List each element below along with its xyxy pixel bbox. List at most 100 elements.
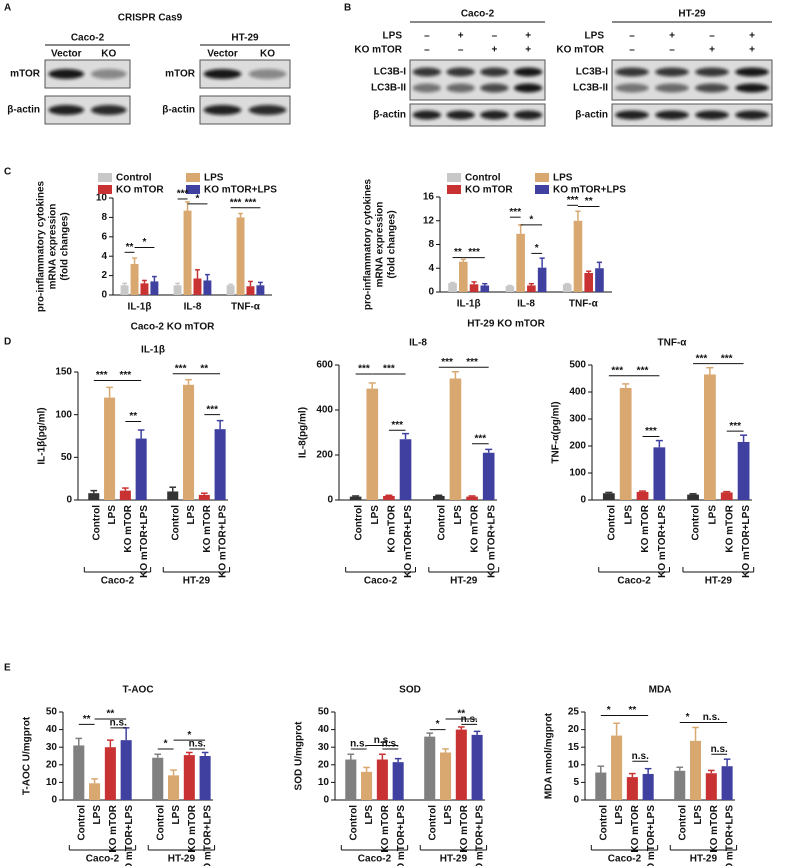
bar: [480, 285, 490, 292]
bar: [361, 771, 373, 800]
blot-band: [695, 110, 729, 120]
legend-label: LPS: [204, 173, 224, 184]
bar: [198, 494, 210, 500]
group-label: HT-29: [705, 576, 733, 587]
blot-band: [735, 83, 769, 93]
blot-band: [412, 83, 442, 93]
bar: [704, 374, 716, 500]
significance-label: ***: [391, 420, 403, 431]
x-tick-label: LPS: [171, 805, 182, 825]
y-tick-label: 25: [568, 707, 580, 718]
bar: [636, 491, 649, 500]
significance-label: ***: [120, 370, 132, 381]
bar: [653, 447, 666, 500]
x-tick-label: KO mTOR: [380, 804, 391, 852]
x-tick-label: LPS: [614, 805, 625, 825]
x-tick-label: Control: [436, 505, 447, 541]
y-tick-label: 12: [423, 215, 435, 226]
significance-label: ***: [468, 247, 480, 258]
significance-label: **: [200, 363, 208, 374]
y-axis-label: (fold changes): [387, 210, 398, 278]
bar: [469, 284, 479, 292]
y-axis-label: MDA nmol/mgprot: [544, 712, 555, 799]
x-tick-label: TNF-α: [569, 299, 599, 310]
significance-label: n.s.: [461, 714, 478, 725]
chart-title: TNF-α: [658, 338, 688, 349]
significance-label: ***: [383, 364, 395, 375]
panel-label: C: [4, 167, 11, 178]
y-axis-label: SOD U/mgprot: [294, 721, 305, 791]
x-tick-label: KO mTOR: [202, 504, 213, 552]
significance-label: n.s.: [632, 751, 649, 762]
bar: [120, 740, 132, 800]
bar: [383, 495, 395, 500]
x-tick-label: KO mTOR+LPS: [396, 805, 407, 866]
group-label: Caco-2: [86, 854, 120, 865]
x-tick-label: LPS: [623, 505, 634, 525]
bar: [458, 261, 468, 292]
significance-label: ***: [175, 363, 187, 374]
significance-label: **: [126, 242, 134, 253]
chart-title: T-AOC: [122, 685, 153, 696]
row-label: β-actin: [7, 105, 40, 116]
group-label: HT-29: [168, 854, 196, 865]
bar: [152, 757, 164, 800]
y-tick-label: 100: [569, 468, 586, 479]
x-tick-label: KO mTOR: [470, 504, 481, 552]
condition-label: KO mTOR: [354, 45, 402, 56]
x-tick-label: Control: [606, 505, 617, 541]
blot-band: [615, 83, 649, 93]
blot-band: [655, 83, 689, 93]
legend-swatch: [98, 185, 112, 194]
significance-label: *: [686, 712, 690, 723]
significance-label: n.s.: [350, 739, 367, 750]
chart-title: SOD: [399, 685, 421, 696]
y-tick-label: 20: [46, 759, 58, 770]
significance-label: *: [196, 193, 200, 204]
bar: [203, 280, 212, 295]
bar: [73, 745, 85, 800]
y-tick-label: 10: [96, 193, 108, 204]
y-axis-label: TNF-α(pg/ml): [551, 401, 562, 463]
bar: [168, 775, 180, 800]
significance-label: ***: [729, 421, 741, 432]
blot-band: [695, 67, 729, 77]
x-tick-label: Control: [155, 805, 166, 841]
blot-box: [409, 103, 546, 127]
x-tick-label: KO mTOR: [459, 804, 470, 852]
bar: [449, 378, 462, 500]
significance-label: n.s.: [711, 744, 728, 755]
x-tick-label: LPS: [92, 805, 103, 825]
significance-label: *: [535, 243, 539, 254]
blot-band: [480, 110, 509, 120]
significance-label: *: [143, 237, 147, 248]
legend-swatch: [447, 185, 461, 194]
row-label: LC3B-II: [371, 83, 406, 94]
blot-band: [48, 69, 85, 79]
significance-label: ***: [611, 365, 623, 376]
y-tick-label: 4: [101, 251, 107, 262]
significance-label: ***: [441, 357, 453, 368]
x-tick-label: KO mTOR+LPS: [741, 505, 752, 578]
blot-band: [735, 110, 769, 120]
x-tick-label: LPS: [693, 805, 704, 825]
legend-label: Control: [465, 173, 501, 184]
y-tick-label: 16: [423, 192, 435, 203]
significance-label: **: [83, 714, 91, 725]
bar: [199, 756, 211, 800]
significance-label: ***: [96, 370, 108, 381]
x-tick-label: TNF-α: [231, 302, 261, 313]
y-axis-label: IL-8(pg/ml): [298, 407, 309, 458]
bar: [602, 493, 615, 500]
legend-swatch: [186, 185, 200, 194]
cell-label: HT-29: [678, 9, 706, 20]
bar: [611, 735, 623, 800]
y-tick-label: 4: [428, 263, 434, 274]
condition-sign: +: [749, 45, 755, 56]
x-tick-label: KO mTOR: [187, 804, 198, 852]
condition-sign: +: [458, 31, 464, 42]
bar: [376, 759, 388, 800]
bar: [562, 284, 572, 292]
bar: [471, 734, 483, 800]
